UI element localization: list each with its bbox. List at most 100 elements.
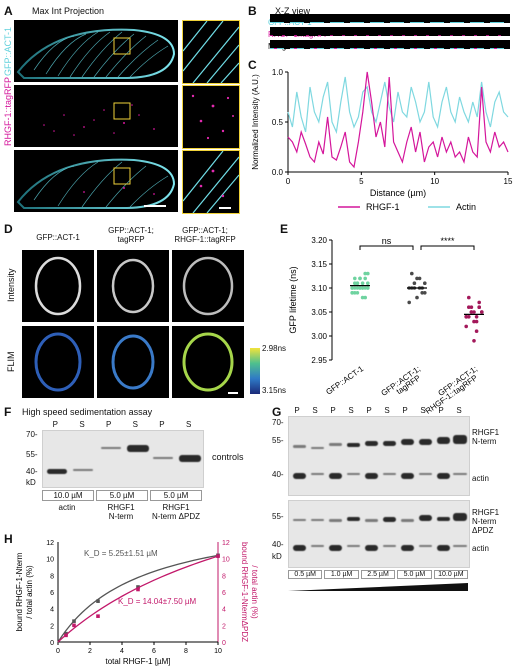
intensity-image-2 [97, 250, 169, 322]
y-tick-label: 2 [50, 623, 54, 630]
flim-image-1 [22, 326, 94, 398]
concentration-label: 1.0 µM [324, 570, 359, 579]
fit-curve [57, 554, 219, 643]
intensity-profile-chart: 0 5 10 15 0.0 0.5 1.0 Distance (µm) Normalized I… [251, 68, 513, 212]
y-tick-label: 0.5 [272, 118, 284, 127]
series-line-rhgf-1 [287, 71, 509, 169]
y-axis-label: GFP lifetime (ns) [288, 266, 298, 333]
legend-label: Actin [456, 202, 476, 212]
data-point [467, 295, 471, 300]
data-point [363, 286, 367, 290]
data-point [355, 281, 360, 285]
kd-annotation: K_D = 5.25±1.51 µM [84, 549, 158, 558]
x-axis-label: Distance (µm) [370, 188, 426, 198]
g-marker-55-b: 55- [272, 512, 284, 521]
lane-label: S [348, 406, 354, 415]
significance-bracket [359, 245, 414, 250]
data-point [360, 281, 365, 285]
f-conc-dpdz: 5.0 µM [150, 490, 202, 501]
panel-b-title: X-Z view [275, 6, 311, 16]
data-point [136, 587, 140, 592]
intensity-image-3 [172, 250, 244, 322]
x-tick-label: 2 [88, 648, 92, 655]
significance-label: ns [382, 236, 392, 246]
data-point [469, 305, 474, 309]
y-right-axis-label: / total actin (%) [250, 565, 259, 619]
lane-label: S [456, 406, 462, 415]
xz-strip-merge [270, 40, 510, 49]
data-point [464, 315, 468, 319]
y-tick-label: 12 [46, 540, 54, 547]
data-point [366, 281, 370, 285]
panel-f-title: High speed sedimentation assay [22, 407, 153, 417]
x-tick-label: 10 [430, 177, 439, 186]
data-point [358, 276, 362, 281]
data-point [472, 310, 476, 314]
data-point [353, 281, 357, 285]
x-axis-label: total RHGF-1 [µM] [105, 657, 170, 666]
flim-colorbar [250, 348, 260, 394]
lane-label: P [52, 420, 58, 429]
data-point [366, 271, 370, 276]
lane-label: P [366, 406, 372, 415]
y-right-axis-label: bound RHGF-1-NtermΔPDZ [240, 542, 249, 642]
y-axis-label: bound RHGF-1-Nterm [15, 552, 24, 631]
f-kd-label: kD [26, 478, 36, 487]
y-right-tick-label: 4 [222, 607, 226, 614]
y-tick-label: 1.0 [272, 68, 284, 77]
controls-gel [42, 430, 204, 488]
g-kd-label: kD [272, 552, 282, 561]
lane-label: P [159, 420, 165, 429]
series-line-actin [287, 76, 509, 135]
panel-letter-h: H [4, 532, 13, 546]
f-group-dpdz: RHGF1 N-term ΔPDZ [151, 503, 200, 521]
lane-label: P [330, 406, 336, 415]
data-point [96, 599, 100, 603]
g-marker-40-b: 40- [272, 540, 284, 549]
y-tick-label: 3.15 [311, 260, 327, 269]
data-point [350, 291, 354, 295]
y-right-tick-label: 0 [222, 640, 226, 647]
nterm-titration-gel [288, 416, 470, 496]
data-point [350, 286, 354, 290]
y-tick-label: 10 [46, 557, 54, 564]
panel-letter-a: A [4, 4, 13, 18]
lane-label: P [294, 406, 300, 415]
y-tick-label: 3.20 [311, 236, 327, 245]
merge-max-projection [14, 150, 178, 212]
f-conc-actin: 10.0 µM [42, 490, 94, 501]
y-right-tick-label: 6 [222, 590, 226, 597]
d-col-2-label: GFP::ACT-1; tagRFP [108, 226, 154, 244]
y-right-tick-label: 10 [222, 557, 230, 564]
y-tick-label: 3.10 [311, 284, 327, 293]
panel-a-title: Max Int Projection [32, 6, 105, 16]
data-point [464, 324, 468, 329]
y-tick-label: 6 [50, 590, 54, 597]
data-point [407, 300, 411, 305]
lane-label: S [384, 406, 390, 415]
y-tick-label: 0.0 [272, 168, 284, 177]
category-label: GFP::ACT-1 [324, 364, 365, 397]
x-tick-label: 4 [120, 648, 124, 655]
panel-letter-b: B [248, 4, 257, 18]
lane-label: P [105, 420, 112, 429]
x-tick-label: 8 [184, 648, 188, 655]
data-point [360, 286, 365, 290]
dpdz-titration-gel [288, 500, 470, 568]
data-point [469, 310, 474, 314]
lane-label: P [438, 406, 444, 415]
g-label-actin-bottom: actin [472, 544, 489, 553]
lane-label: S [185, 420, 192, 429]
lane-label: S [79, 420, 85, 429]
x-tick-label: 10 [214, 648, 222, 655]
lane-label: S [420, 406, 426, 415]
gfp-lifetime-chart: 2.95 3.00 3.05 3.10 3.15 3.20 GFP lifetime (ns… [288, 236, 484, 414]
kd-annotation: K_D = 14.04±7.50 µM [118, 597, 196, 606]
y-right-tick-label: 8 [222, 573, 226, 580]
data-point [363, 271, 367, 276]
x-tick-label: 6 [152, 648, 156, 655]
data-point [366, 286, 370, 290]
x-tick-label: 0 [286, 177, 291, 186]
